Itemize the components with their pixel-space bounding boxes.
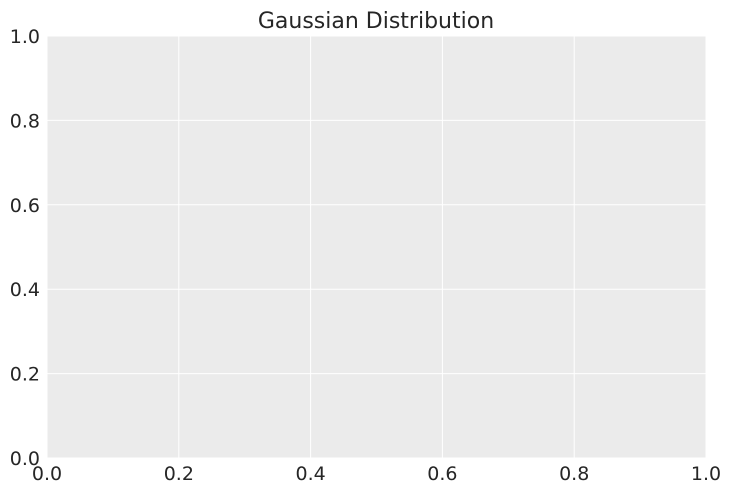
- y-tick-label: 0.8: [10, 110, 40, 132]
- x-tick-label: 0.8: [559, 463, 589, 485]
- plot-area: [47, 36, 706, 458]
- x-tick-label: 0.6: [427, 463, 457, 485]
- y-tick-label: 1.0: [10, 26, 40, 48]
- x-tick-label: 1.0: [691, 463, 721, 485]
- y-tick-label: 0.6: [10, 195, 40, 217]
- y-axis-tick-labels: 0.0 0.2 0.4 0.6 0.8 1.0: [10, 26, 40, 470]
- y-tick-label: 0.4: [10, 279, 40, 301]
- chart-title: Gaussian Distribution: [258, 9, 494, 34]
- x-tick-label: 0.0: [32, 463, 62, 485]
- y-tick-label: 0.0: [10, 448, 40, 470]
- y-tick-label: 0.2: [10, 364, 40, 386]
- x-axis-tick-labels: 0.0 0.2 0.4 0.6 0.8 1.0: [32, 463, 721, 485]
- x-tick-label: 0.2: [164, 463, 194, 485]
- grid-lines: [46, 35, 707, 459]
- x-tick-label: 0.4: [295, 463, 325, 485]
